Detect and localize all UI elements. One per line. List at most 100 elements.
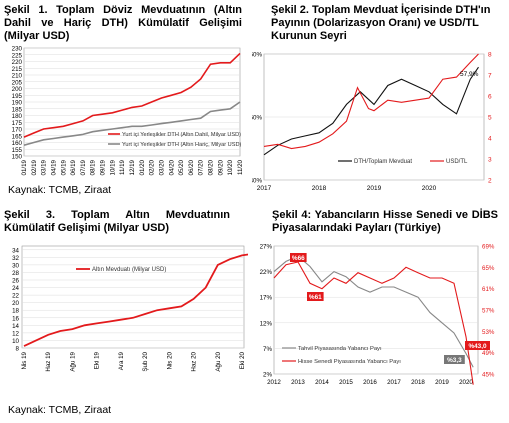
chart1-xtick-label: 01/20	[139, 159, 146, 175]
chart1-legend-label: Yurt içi Yerleşikler DTH (Altın Hariç, M…	[122, 142, 241, 148]
chart1-ytick-label: 225	[12, 52, 23, 59]
chart1-ytick-label: 175	[12, 120, 23, 127]
chart1-title: Şekil 1. Toplam Döviz Mevduatının (Altın…	[4, 4, 242, 42]
chart1-xtick-label: 08/20	[208, 159, 215, 175]
chart2-legend-label: DTH/Toplam Mevduat	[354, 159, 412, 165]
chart2-ytick-left-label: 40%	[252, 178, 262, 185]
chart2-xtick-label: 2017	[257, 185, 272, 192]
chart4-plot-frame	[273, 245, 479, 375]
chart1-xtick-label: 10/19	[109, 159, 116, 175]
chart4-legend-label: Hisse Senedi Piyasasında Yabancı Payı	[298, 359, 401, 365]
chart4-data-label: %3,3	[447, 357, 462, 364]
chart4-legend-label: Tahvil Piyasasında Yabancı Payı	[298, 346, 382, 352]
chart4-ytick-left-label: 7%	[263, 346, 272, 353]
chart2-ytick-right-label: 5	[488, 115, 492, 122]
chart1-xtick-label: 03/20	[158, 159, 165, 175]
chart3-xtick-label: Haz 19	[45, 351, 52, 371]
chart1-xtick-label: 05/19	[60, 159, 67, 175]
chart4-xtick-label: 2015	[339, 379, 353, 386]
chart2-ytick-right-label: 2	[488, 178, 492, 185]
chart2-series-line	[263, 66, 479, 156]
chart3-ytick-label: 12	[12, 330, 19, 337]
chart1-legend-label: Yurt içi Yerleşikler DTH (Altın Dahil, M…	[122, 132, 241, 138]
chart1-xtick-label: 04/19	[50, 159, 57, 175]
chart4-ytick-right-label: 65%	[482, 265, 495, 272]
chart4-ytick-left-label: 2%	[263, 372, 272, 379]
chart3-xtick-label: Nis 19	[21, 351, 28, 369]
chart2-ytick-right-label: 3	[488, 157, 492, 164]
chart4-series-line	[273, 261, 474, 385]
chart4-series-line	[273, 255, 474, 368]
chart4-ytick-right-label: 49%	[482, 350, 495, 357]
chart2-ytick-left-label: 60%	[252, 52, 262, 59]
chart3-ytick-label: 22	[12, 293, 19, 300]
chart3-xtick-label: Eki 20	[239, 351, 246, 369]
chart3-xtick-label: Ağu 19	[69, 351, 76, 371]
chart1-xtick-label: 06/20	[188, 159, 195, 175]
source-left: Kaynak: TCMB, Ziraat	[8, 184, 112, 196]
chart4-ytick-right-label: 61%	[482, 286, 495, 293]
chart4-xtick-label: 2017	[387, 379, 401, 386]
chart2-series-line	[263, 53, 479, 150]
chart1-ytick-label: 150	[12, 154, 23, 161]
chart1-series-line	[23, 101, 241, 146]
chart1-svg: 1501551601651701751801851901952002052102…	[12, 46, 244, 176]
chart4-data-label: %66	[292, 255, 305, 262]
chart3-ytick-label: 18	[12, 308, 19, 315]
chart4-data-label-box	[465, 341, 490, 350]
chart4-ytick-right-label: 69%	[482, 244, 495, 251]
chart4-data-label-box	[444, 355, 465, 364]
chart3-ytick-label: 16	[12, 315, 19, 322]
chart2-annotation: 57,9%	[460, 71, 479, 78]
chart3-ytick-label: 30	[12, 262, 19, 269]
chart4-data-label-box	[290, 253, 307, 262]
chart1-ytick-label: 190	[12, 100, 23, 107]
chart4-data-label-box	[307, 292, 324, 301]
chart3-ytick-label: 28	[12, 270, 19, 277]
chart3-xtick-label: Ara 19	[118, 351, 125, 370]
chart4-ytick-left-label: 12%	[260, 320, 273, 327]
chart3-ytick-label: 20	[12, 300, 19, 307]
chart1-xtick-label: 03/19	[41, 159, 48, 175]
chart1-xtick-label: 08/19	[90, 159, 97, 175]
chart1-ytick-label: 195	[12, 93, 23, 100]
chart4-svg: 2% 7% 12% 17% 22% 27% 45% 49% 53% 57% 61% 65% 69% 201…	[260, 244, 495, 387]
chart3-legend-label: Altın Mevduatı (Milyar USD)	[92, 267, 166, 273]
chart2-svg: 40% 50% 60% 2 3 4 5 6 7 8 2017 2018 2019 2020 57,9% DTH…	[252, 52, 492, 193]
chart3-xtick-label: Şub 20	[142, 351, 149, 371]
chart1-ytick-label: 220	[12, 59, 23, 66]
chart4-title: Şekil 4: Yabancıların Hisse Senedi ve Dİ…	[272, 209, 498, 234]
chart4-data-label: %61	[309, 294, 322, 301]
chart1-ytick-label: 160	[12, 140, 23, 147]
chart4-ytick-left-label: 17%	[260, 295, 273, 302]
chart4-ytick-left-label: 27%	[260, 244, 273, 251]
chart1-ytick-label: 165	[12, 133, 23, 140]
chart1-ytick-label: 180	[12, 113, 23, 120]
chart3-ytick-label: 24	[12, 285, 19, 292]
chart1-ytick-label: 170	[12, 127, 23, 134]
chart1-xtick-label: 06/19	[70, 159, 77, 175]
chart4-xtick-label: 2018	[411, 379, 425, 386]
chart3-ytick-label: 34	[12, 247, 19, 254]
chart3-series-line	[23, 253, 248, 347]
chart3-ytick-label: 32	[12, 255, 19, 262]
chart4-xtick-label: 2016	[363, 379, 377, 386]
chart3-ytick-label: 14	[12, 323, 19, 330]
chart4-ytick-right-label: 53%	[482, 329, 495, 336]
chart1-xtick-label: 05/20	[178, 159, 185, 175]
chart1-ytick-label: 215	[12, 66, 23, 73]
chart2-xtick-label: 2019	[367, 185, 382, 192]
chart4-ytick-right-label: 57%	[482, 308, 495, 315]
chart1-ytick-label: 185	[12, 106, 23, 113]
chart1-ytick-label: 230	[12, 46, 23, 53]
chart4-xtick-label: 2013	[291, 379, 305, 386]
chart3-xtick-label: Eki 19	[94, 351, 101, 369]
chart1-xtick-label: 11/19	[119, 159, 126, 175]
chart4-xtick-label: 2019	[435, 379, 449, 386]
chart2-xtick-label: 2018	[312, 185, 327, 192]
chart1-xtick-label: 04/20	[168, 159, 175, 175]
chart2-title: Şekil 2. Toplam Mevduat İçerisinde DTH'ı…	[271, 4, 491, 42]
chart1-xtick-label: 07/19	[80, 159, 87, 175]
chart1-xtick-label: 10/20	[227, 159, 234, 175]
